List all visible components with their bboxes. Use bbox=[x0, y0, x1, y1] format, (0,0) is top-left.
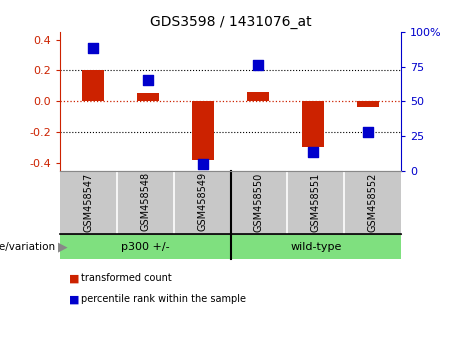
Bar bbox=[82, 70, 104, 101]
Point bbox=[364, 129, 372, 135]
Text: transformed count: transformed count bbox=[81, 273, 171, 283]
Bar bbox=[137, 93, 159, 101]
Text: p300 +/-: p300 +/- bbox=[121, 242, 170, 252]
Point bbox=[199, 161, 207, 166]
Point bbox=[254, 62, 262, 68]
Text: GSM458550: GSM458550 bbox=[254, 172, 264, 232]
Text: GSM458549: GSM458549 bbox=[197, 172, 207, 232]
Bar bbox=[247, 92, 269, 101]
Point bbox=[144, 78, 152, 83]
Text: wild-type: wild-type bbox=[290, 242, 342, 252]
Text: genotype/variation: genotype/variation bbox=[0, 242, 55, 252]
Point bbox=[89, 46, 97, 51]
Text: GSM458548: GSM458548 bbox=[140, 172, 150, 232]
Text: percentile rank within the sample: percentile rank within the sample bbox=[81, 295, 246, 304]
Text: GSM458547: GSM458547 bbox=[83, 172, 94, 232]
Point bbox=[309, 150, 317, 155]
Bar bbox=[192, 101, 214, 160]
Text: ▶: ▶ bbox=[58, 240, 67, 253]
Text: ■: ■ bbox=[69, 295, 80, 304]
Text: ■: ■ bbox=[69, 273, 80, 283]
Title: GDS3598 / 1431076_at: GDS3598 / 1431076_at bbox=[150, 16, 311, 29]
Bar bbox=[357, 101, 379, 107]
Text: GSM458551: GSM458551 bbox=[311, 172, 321, 232]
Text: GSM458552: GSM458552 bbox=[367, 172, 378, 232]
Bar bbox=[302, 101, 324, 147]
